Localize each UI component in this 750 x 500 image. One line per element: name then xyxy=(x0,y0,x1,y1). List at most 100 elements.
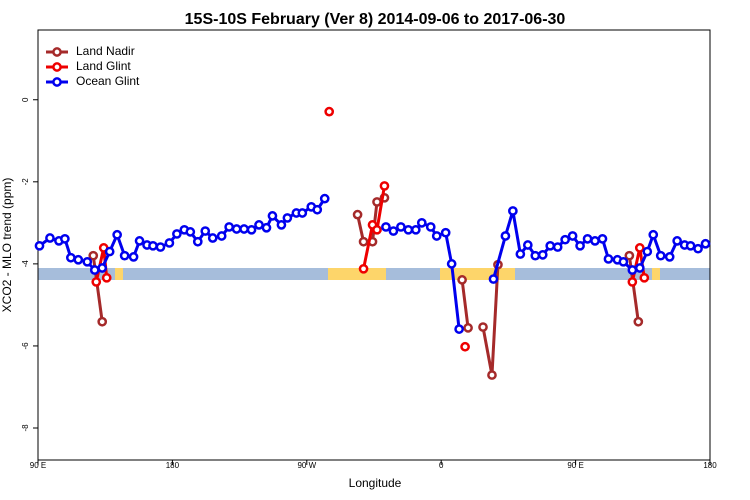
data-point xyxy=(396,222,406,232)
data-point xyxy=(508,206,518,216)
data-point xyxy=(216,231,227,241)
data-point xyxy=(45,233,55,243)
data-point xyxy=(552,242,563,252)
data-point xyxy=(97,316,108,327)
data-point xyxy=(60,233,70,244)
x-tick-label: 90 W xyxy=(297,461,316,470)
legend-marker xyxy=(52,47,62,57)
data-point xyxy=(239,224,249,234)
data-point xyxy=(460,341,470,352)
surface-strip xyxy=(38,268,710,280)
data-point xyxy=(664,252,675,262)
data-point xyxy=(624,250,635,261)
data-point xyxy=(560,234,570,245)
chart-title: 15S-10S February (Ver 8) 2014-09-06 to 2… xyxy=(185,11,566,28)
data-point xyxy=(634,243,645,253)
data-point xyxy=(319,193,330,204)
data-point xyxy=(119,250,130,261)
data-point xyxy=(372,197,382,207)
y-tick-label: -8 xyxy=(21,424,30,432)
data-point xyxy=(297,208,308,218)
legend-marker xyxy=(52,62,62,72)
data-point xyxy=(66,252,76,263)
series-line xyxy=(38,197,707,330)
data-point xyxy=(685,240,696,251)
data-point xyxy=(627,277,638,287)
data-point xyxy=(128,252,139,262)
data-point xyxy=(358,236,369,247)
data-point xyxy=(522,240,533,250)
data-point xyxy=(488,274,499,284)
data-point xyxy=(261,222,272,233)
data-point xyxy=(454,324,464,334)
land-patch xyxy=(115,268,123,280)
data-point xyxy=(34,240,45,251)
data-point xyxy=(164,238,175,248)
data-point xyxy=(431,231,442,241)
data-point xyxy=(224,222,234,232)
data-point xyxy=(463,323,473,333)
data-point xyxy=(545,240,556,251)
data-point xyxy=(276,220,287,230)
legend-label: Ocean Glint xyxy=(76,74,140,88)
data-point xyxy=(312,204,323,215)
y-tick-label: -4 xyxy=(21,260,30,268)
x-tick-label: 90 E xyxy=(30,461,46,470)
data-point xyxy=(416,217,427,228)
data-point xyxy=(207,233,218,243)
data-point xyxy=(478,322,488,332)
data-point xyxy=(655,250,666,261)
data-point xyxy=(324,106,335,117)
data-point xyxy=(88,250,99,261)
data-point xyxy=(267,211,278,221)
data-point xyxy=(372,224,382,235)
data-point xyxy=(693,243,703,254)
data-point xyxy=(89,265,100,275)
x-axis-label: Longitude xyxy=(349,476,402,490)
data-point xyxy=(388,226,399,236)
data-point xyxy=(192,236,203,247)
data-point xyxy=(500,231,511,241)
data-point xyxy=(82,256,93,267)
data-point xyxy=(648,229,659,240)
data-point xyxy=(200,226,211,236)
data-point xyxy=(515,249,526,259)
data-point xyxy=(104,246,115,257)
data-point xyxy=(582,233,593,244)
series-line xyxy=(91,196,640,376)
x-tick-label: 180 xyxy=(166,461,180,470)
data-point xyxy=(358,263,369,274)
data-point xyxy=(425,222,436,232)
data-point xyxy=(381,222,391,232)
y-axis-label: XCO2 - MLO trend (ppm) xyxy=(0,178,14,313)
data-point xyxy=(672,236,682,246)
land-patch xyxy=(652,268,660,280)
data-point xyxy=(575,240,585,251)
data-point xyxy=(91,277,102,287)
legend-label: Land Nadir xyxy=(76,44,135,58)
data-point xyxy=(642,246,653,257)
data-point xyxy=(618,256,629,267)
data-point xyxy=(627,265,638,275)
y-tick-label: -2 xyxy=(21,178,30,186)
data-point xyxy=(148,240,158,251)
data-point xyxy=(246,224,257,235)
data-point xyxy=(185,227,196,237)
data-point xyxy=(73,254,84,265)
legend-marker xyxy=(52,77,62,87)
data-point xyxy=(410,224,421,235)
data-point xyxy=(440,227,451,238)
data-point xyxy=(530,250,541,261)
data-point xyxy=(97,263,108,273)
legend-label: Land Glint xyxy=(76,59,131,73)
data-point xyxy=(487,370,497,380)
data-point xyxy=(633,316,644,327)
data-point xyxy=(231,224,242,234)
y-tick-label: 0 xyxy=(21,97,30,102)
data-point xyxy=(403,224,414,235)
data-point xyxy=(282,213,293,223)
y-tick-label: -6 xyxy=(21,342,30,350)
data-point xyxy=(639,272,650,283)
data-point xyxy=(457,275,467,285)
